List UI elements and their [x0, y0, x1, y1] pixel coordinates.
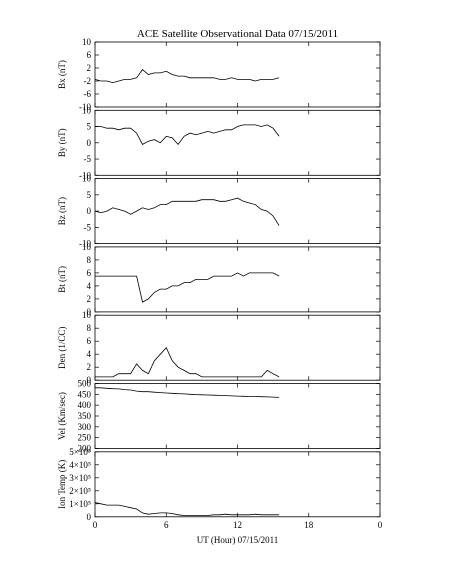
data-line — [95, 346, 280, 378]
y-tick-label: 0 — [87, 138, 92, 148]
y-tick-label: 4 — [87, 281, 92, 291]
y-tick-label: 300 — [78, 422, 92, 432]
y-tick-label: 2×10⁵ — [69, 486, 91, 496]
y-axis-label: Bt (nT) — [57, 266, 67, 293]
y-axis-label: Bz (nT) — [57, 197, 67, 225]
y-tick-label: 2 — [87, 63, 92, 73]
x-tick-label: 12 — [233, 520, 242, 530]
x-tick-label: 0 — [378, 520, 383, 530]
y-tick-label: 3×10⁵ — [69, 473, 91, 483]
y-tick-label: 10 — [82, 310, 92, 320]
y-tick-label: 2 — [87, 362, 92, 372]
y-tick-label: 400 — [78, 400, 92, 410]
y-tick-label: 1×10⁵ — [69, 499, 91, 509]
y-tick-label: -10 — [79, 239, 91, 249]
y-tick-label: 0 — [87, 307, 92, 317]
y-tick-label: 0 — [87, 512, 92, 522]
y-tick-label: 4×10⁵ — [69, 460, 91, 470]
y-tick-label: 5×10⁵ — [69, 447, 91, 457]
y-tick-label: 200 — [78, 444, 92, 454]
x-tick-label: 6 — [164, 520, 169, 530]
y-axis-label: By (nT) — [57, 128, 67, 157]
data-line — [94, 502, 280, 516]
panel-frame — [94, 178, 381, 245]
y-tick-label: 6 — [87, 268, 92, 278]
y-axis-label: Ion Temp (K) — [57, 460, 67, 509]
y-tick-label: 350 — [78, 411, 92, 421]
y-tick-label: -10 — [79, 170, 91, 180]
panel-frame — [94, 109, 381, 176]
y-tick-label: 5 — [87, 122, 92, 132]
y-tick-label: -5 — [84, 154, 92, 164]
y-tick-label: 450 — [78, 389, 92, 399]
data-line — [95, 387, 280, 398]
x-tick-label: 18 — [304, 520, 314, 530]
y-tick-label: 6 — [87, 50, 92, 60]
panel-frame — [94, 41, 381, 108]
y-tick-label: 4 — [87, 349, 92, 359]
y-tick-label: 8 — [87, 323, 92, 333]
y-tick-label: 0 — [87, 206, 92, 216]
y-tick-label: 250 — [78, 433, 92, 443]
y-tick-label: -2 — [84, 76, 92, 86]
y-tick-label: 8 — [87, 255, 92, 265]
panel-frame — [94, 451, 381, 518]
x-axis-label: UT (Hour) 07/15/2011 — [197, 535, 279, 545]
y-tick-label: 2 — [87, 294, 92, 304]
y-tick-label: 500 — [78, 379, 92, 389]
y-axis-label: Den (1/CC) — [57, 327, 67, 369]
data-line — [94, 197, 280, 226]
y-tick-label: 10 — [82, 242, 92, 252]
panel-frame — [94, 314, 381, 381]
panel-frame — [94, 383, 381, 449]
data-line — [94, 69, 280, 84]
y-tick-label: -10 — [79, 102, 91, 112]
y-tick-label: 10 — [82, 105, 92, 115]
y-tick-label: -6 — [84, 89, 92, 99]
x-tick-label: 0 — [93, 520, 98, 530]
y-tick-label: 10 — [82, 37, 92, 47]
y-tick-label: 10 — [82, 174, 92, 184]
chart-title: ACE Satellite Observational Data 07/15/2… — [137, 28, 338, 40]
y-tick-label: 0 — [87, 375, 92, 385]
y-tick-label: 6 — [87, 336, 92, 346]
y-axis-label: Bx (nT) — [57, 60, 67, 89]
y-axis-label: Vel (Km/sec) — [57, 392, 67, 440]
y-tick-label: -5 — [84, 222, 92, 232]
data-line — [95, 124, 280, 146]
y-tick-label: 5 — [87, 190, 92, 200]
data-line — [95, 272, 280, 303]
